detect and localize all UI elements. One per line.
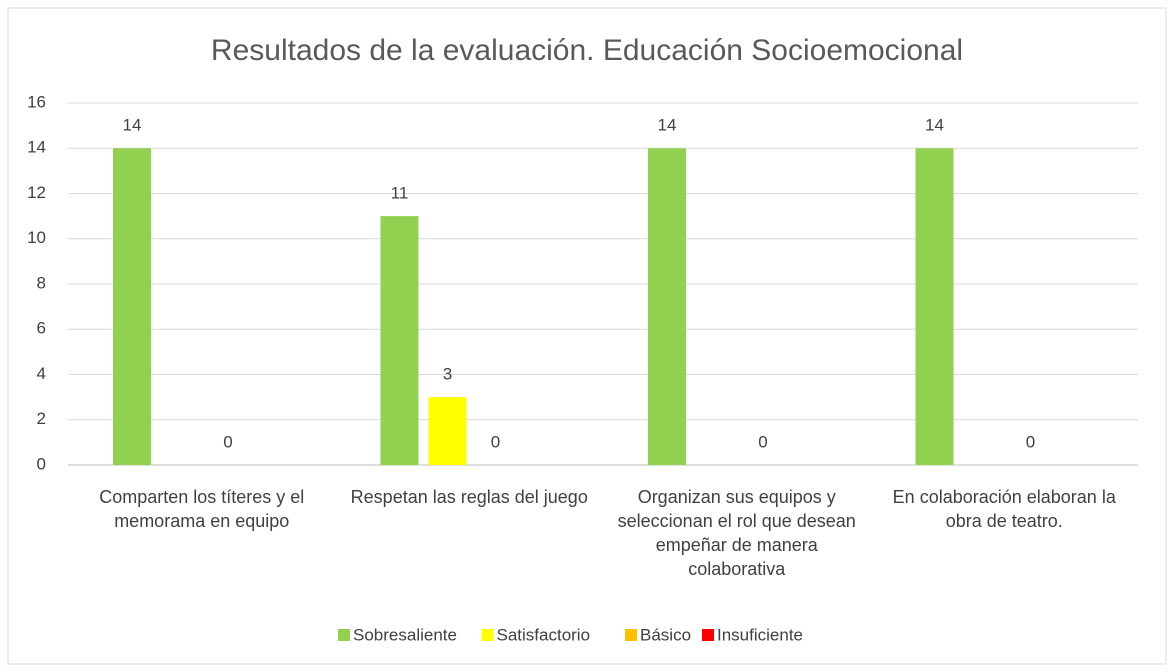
y-tick-label: 4 [37, 364, 46, 383]
y-tick-label: 10 [27, 228, 46, 247]
y-tick-label: 0 [37, 454, 46, 473]
chart-border [7, 7, 1167, 665]
y-tick-label: 14 [27, 138, 46, 157]
bar [113, 148, 151, 465]
data-label: 14 [925, 116, 944, 135]
y-tick-label: 8 [37, 273, 46, 292]
legend-swatch [338, 629, 350, 641]
x-tick-label: Organizan sus equipos y seleccionan el r… [617, 487, 856, 579]
y-tick-label: 12 [27, 183, 46, 202]
legend-swatch [702, 629, 714, 641]
bar [648, 148, 686, 465]
data-label: 14 [123, 116, 142, 135]
data-label: 14 [658, 116, 677, 135]
x-tick-label: Respetan las reglas del juego [350, 487, 588, 507]
y-tick-label: 6 [37, 319, 46, 338]
legend-label: Insuficiente [717, 625, 803, 644]
data-label: 0 [491, 432, 500, 451]
bar [915, 148, 954, 465]
bar [428, 397, 467, 465]
legend-label: Satisfactorio [497, 625, 591, 644]
x-tick-label: Comparten los títeres y el memorama en e… [99, 487, 305, 531]
legend-label: Sobresaliente [353, 625, 457, 644]
data-label: 0 [223, 432, 232, 451]
bar [380, 216, 419, 465]
y-tick-label: 16 [27, 92, 46, 111]
legend-label: Básico [640, 625, 691, 644]
chart-title: Resultados de la evaluación. Educación S… [211, 34, 963, 67]
legend-swatch [625, 629, 637, 641]
data-label: 0 [1026, 432, 1035, 451]
data-label: 0 [758, 432, 767, 451]
y-tick-label: 2 [37, 409, 46, 428]
data-label: 3 [443, 365, 452, 384]
legend-swatch [481, 629, 494, 641]
x-tick-label: En colaboración elaboran la obra de teat… [892, 487, 1116, 531]
data-label: 11 [391, 184, 409, 203]
